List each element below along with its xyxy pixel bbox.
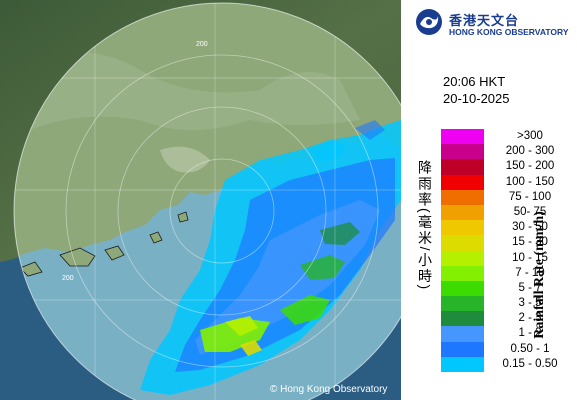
legend-label: 150 - 200	[505, 160, 555, 173]
radar-image: 200 200	[0, 0, 401, 400]
legend-label: 200 - 300	[505, 145, 555, 158]
legend-label: 0.50 - 1	[510, 342, 550, 355]
legend-row: 100 - 150	[441, 174, 561, 190]
radar-coverage	[14, 3, 401, 400]
legend-swatch	[441, 129, 484, 145]
legend-label: 10 - 15	[512, 251, 548, 264]
legend-label: 7 - 10	[515, 266, 545, 279]
range-rings	[65, 54, 379, 368]
legend-row: 150 - 200	[441, 159, 561, 175]
legend-title-en-wrap: Rainfall Rate (mm/h)	[529, 160, 551, 390]
legend-swatch	[441, 326, 484, 342]
legend-swatch	[441, 204, 484, 221]
radar-range-circle	[13, 2, 401, 400]
legend-label: 5 - 7	[518, 281, 542, 294]
grid-lines	[14, 3, 401, 400]
legend-row: 30 - 50	[441, 220, 561, 236]
legend-swatch	[441, 265, 484, 281]
legend-label: >300	[517, 130, 543, 142]
legend-row: 1 - 2	[441, 326, 561, 342]
urban-area	[160, 146, 210, 173]
legend-row: 15 - 30	[441, 235, 561, 251]
legend-row: 5 - 7	[441, 280, 561, 297]
legend-swatch	[441, 174, 484, 190]
legend-label: 2 - 3	[518, 312, 542, 325]
legend-label: 1 - 2	[518, 327, 542, 340]
range-label-north: 200	[196, 41, 208, 48]
legend-row: 0.50 - 1	[441, 341, 561, 357]
legend-label: 100 - 150	[505, 175, 555, 188]
legend-row: 2 - 3	[441, 311, 561, 327]
legend-label: 30 - 50	[512, 221, 548, 234]
islands	[19, 211, 189, 277]
legend-swatch	[441, 341, 484, 357]
legend-row: 0.15 - 0.50	[441, 356, 561, 372]
hko-logo: 香港天文台 HONG KONG OBSERVATORY	[415, 8, 575, 40]
org-name-en: HONG KONG OBSERVATORY	[449, 27, 569, 37]
legend-row: 50- 75	[441, 204, 561, 221]
legend-label: 75 - 100	[508, 190, 552, 203]
radar-map: 200 200 © Hong Kong Observatory	[0, 0, 401, 400]
legend-swatch	[441, 296, 484, 312]
legend-swatch	[441, 356, 484, 372]
legend-label: 50- 75	[513, 205, 547, 218]
legend-row: 3 - 5	[441, 296, 561, 312]
legend-row: 200 - 300	[441, 144, 561, 160]
legend-swatch	[441, 280, 484, 297]
rainfall-legend: >300 200 - 300 150 - 200 100 - 150 75 - 100 5…	[441, 129, 561, 372]
land-texture	[30, 52, 360, 130]
legend-label: 15 - 30	[512, 236, 548, 249]
legend-swatch	[441, 220, 484, 236]
legend-label: 3 - 5	[518, 297, 542, 310]
legend-swatch	[441, 144, 484, 160]
image-date: 20-10-2025	[443, 91, 510, 106]
legend-swatch	[441, 250, 484, 266]
legend-title-zh: 降雨率(毫米/小時)	[417, 160, 433, 292]
map-copyright: © Hong Kong Observatory	[270, 384, 388, 395]
legend-row: 7 - 10	[441, 265, 561, 281]
legend-swatch	[441, 189, 484, 205]
image-time: 20:06 HKT	[443, 74, 506, 89]
legend-swatch	[441, 159, 484, 175]
range-label-west: 200	[62, 275, 74, 282]
legend-row: 10 - 15	[441, 250, 561, 266]
legend-label: 0.15 - 0.50	[502, 357, 558, 370]
rain-echoes	[140, 120, 401, 395]
legend-title-en: Rainfall Rate (mm/h)	[532, 211, 547, 339]
legend-swatch	[441, 235, 484, 251]
legend-swatch	[441, 311, 484, 327]
legend-row: >300	[441, 129, 561, 145]
org-name-zh: 香港天文台	[449, 13, 520, 28]
legend-row: 75 - 100	[441, 189, 561, 205]
hko-logo-icon	[416, 9, 442, 35]
info-panel: 香港天文台 HONG KONG OBSERVATORY 20:06 HKT 20…	[401, 0, 577, 400]
